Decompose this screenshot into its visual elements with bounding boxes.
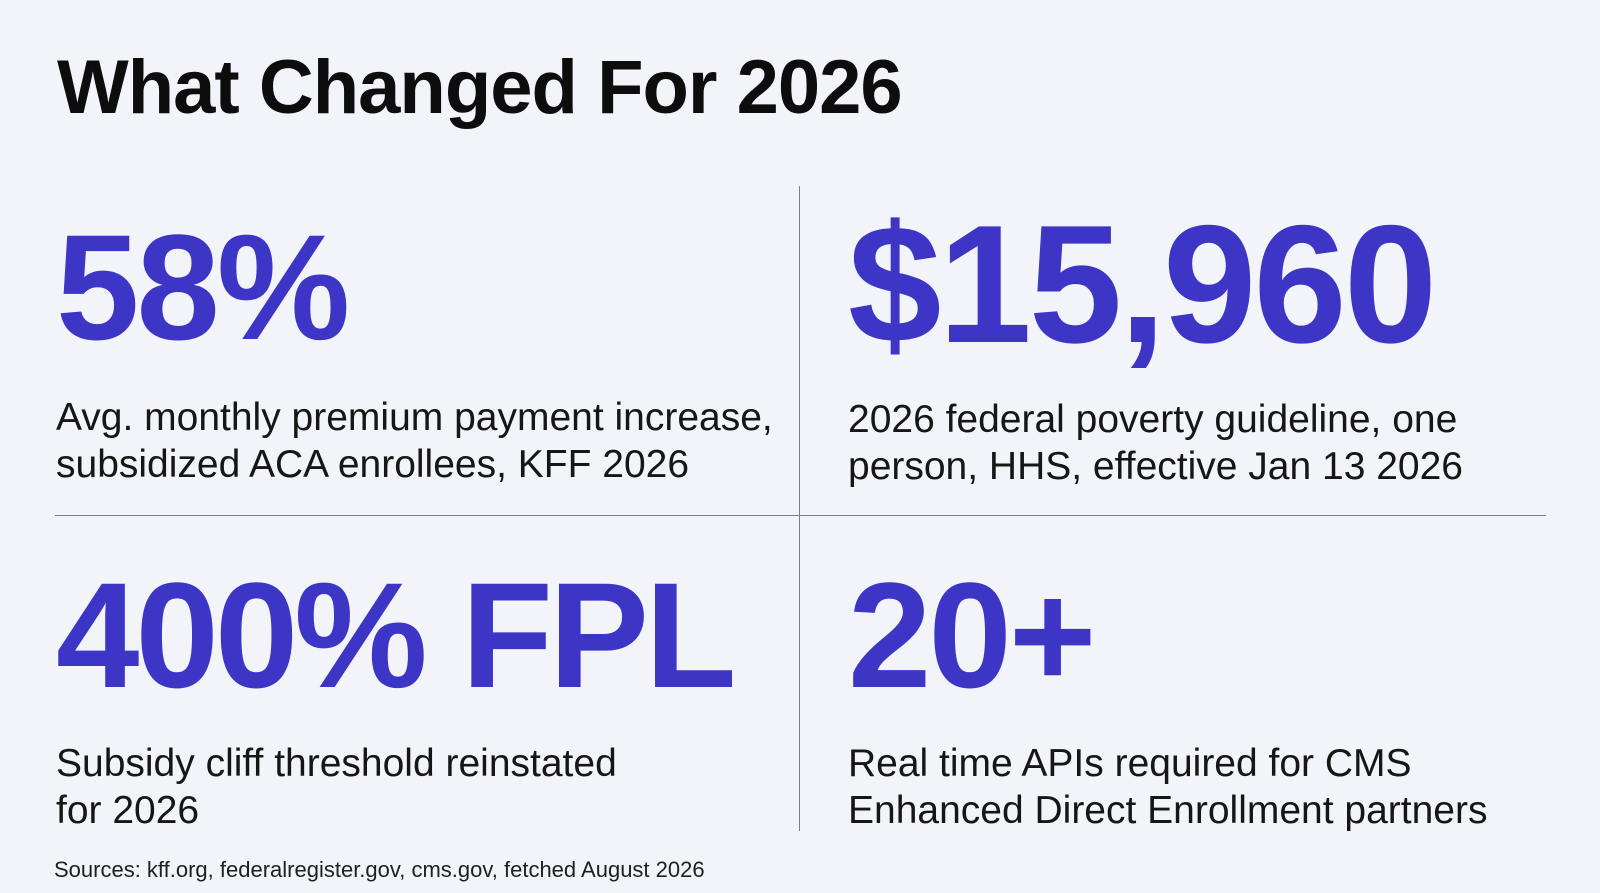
stat-description-line: Real time APIs required for CMS: [848, 742, 1412, 785]
stat-description-line: subsidized ACA enrollees, KFF 2026: [56, 443, 690, 486]
stat-description-line: Subsidy cliff threshold reinstated: [56, 742, 617, 785]
stat-description: Real time APIs required for CMS Enhanced…: [848, 740, 1487, 834]
sources-footnote: Sources: kff.org, federalregister.gov, c…: [54, 857, 705, 882]
stat-value: 400% FPL: [56, 551, 737, 719]
page-title: What Changed For 2026: [57, 45, 903, 130]
stat-card-subsidy-cliff: 400% FPL Subsidy cliff threshold reinsta…: [56, 551, 737, 834]
stat-card-realtime-apis: 20+ Real time APIs required for CMS Enha…: [848, 560, 1487, 834]
vertical-divider: [799, 186, 800, 831]
stat-description-line: for 2026: [56, 789, 200, 832]
stat-value: 58%: [56, 203, 350, 371]
stat-description-line: person, HHS, effective Jan 13 2026: [848, 445, 1463, 488]
stat-description: Subsidy cliff threshold reinstated for 2…: [56, 740, 733, 834]
stat-card-poverty-guideline: $15,960 2026 federal poverty guideline, …: [848, 200, 1463, 490]
stat-value: 20+: [848, 551, 1096, 719]
stat-description: Avg. monthly premium payment increase, s…: [56, 394, 773, 488]
stat-value: $15,960: [848, 190, 1437, 378]
stat-description-line: 2026 federal poverty guideline, one: [848, 398, 1458, 441]
horizontal-divider: [55, 515, 1546, 516]
stat-description-line: Enhanced Direct Enrollment partners: [848, 789, 1488, 832]
stat-description: 2026 federal poverty guideline, one pers…: [848, 396, 1463, 490]
stat-description-line: Avg. monthly premium payment increase,: [56, 396, 773, 439]
stat-card-premium-increase: 58% Avg. monthly premium payment increas…: [56, 212, 773, 488]
